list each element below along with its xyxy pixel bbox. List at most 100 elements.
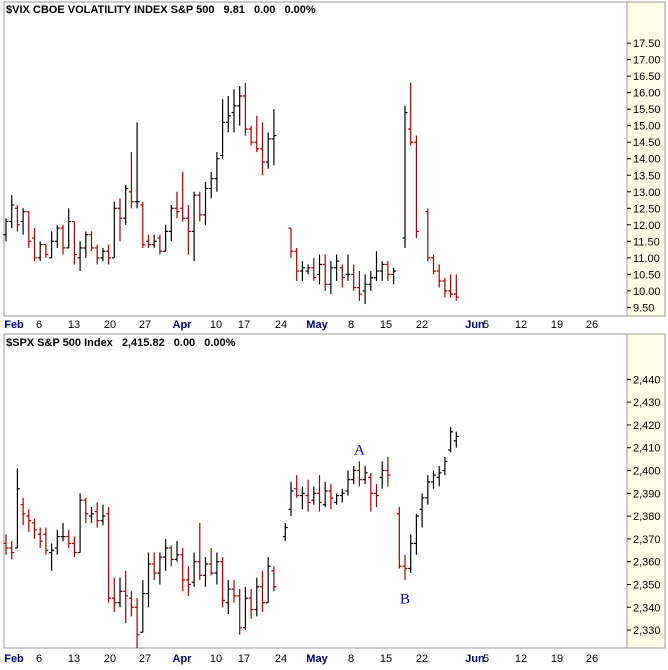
ohlc-bar — [60, 224, 66, 255]
ohlc-bar — [311, 257, 317, 281]
ohlc-bar — [288, 227, 294, 258]
y-tick-label: 2,370 — [633, 534, 661, 546]
ohlc-bar — [100, 504, 106, 526]
spx-title-change: 0.00 — [174, 337, 195, 349]
ohlc-bar — [362, 274, 368, 305]
ohlc-bar — [260, 122, 265, 176]
ohlc-bar — [305, 264, 311, 275]
ohlc-bar — [254, 577, 260, 617]
x-tick-label: 10 — [210, 319, 222, 331]
ohlc-bar — [185, 566, 191, 596]
y-tick-label: 14.00 — [633, 154, 661, 166]
ohlc-bar — [163, 224, 169, 252]
x-tick-label: 5 — [483, 319, 489, 331]
ohlc-bar — [225, 95, 231, 133]
ohlc-bar — [339, 264, 345, 288]
ohlc-bar — [248, 589, 254, 619]
ohlc-bar — [77, 241, 83, 272]
y-tick-label: 2,410 — [633, 443, 661, 455]
ohlc-bar — [265, 132, 271, 169]
x-tick-label: 19 — [551, 319, 563, 331]
vix-title-change: 0.00 — [254, 4, 275, 16]
ohlc-bar — [225, 579, 231, 615]
ohlc-bar — [436, 465, 442, 487]
ohlc-bar — [294, 475, 300, 498]
ohlc-bar — [385, 261, 391, 281]
vix-title-change-pct: 0.00% — [284, 4, 315, 16]
x-tick-label: 8 — [348, 653, 354, 665]
ohlc-bar — [151, 552, 157, 580]
ohlc-bar — [49, 543, 55, 571]
ohlc-bar — [260, 570, 265, 612]
spx-plot-area — [3, 333, 628, 649]
ohlc-bar — [220, 557, 226, 608]
y-tick-label: 13.50 — [633, 170, 661, 182]
ohlc-bar — [442, 456, 448, 476]
spx-bars — [3, 427, 459, 649]
ohlc-bar — [9, 541, 15, 560]
ohlc-bar — [106, 244, 112, 265]
ohlc-bar — [89, 231, 94, 252]
ohlc-bar — [242, 586, 248, 631]
ohlc-bar — [322, 254, 328, 291]
y-tick-label: 2,400 — [633, 466, 661, 478]
ohlc-bar — [242, 82, 248, 136]
ohlc-bar — [203, 181, 208, 225]
y-tick-label: 16.00 — [633, 88, 661, 100]
vix-y-axis-area — [626, 1, 666, 317]
x-tick-label: 13 — [68, 319, 80, 331]
ohlc-bar — [396, 506, 402, 569]
ohlc-bar — [26, 509, 32, 533]
ohlc-bar — [351, 264, 357, 291]
ohlc-bar — [368, 271, 374, 291]
ohlc-bar — [43, 527, 49, 555]
ohlc-bar — [425, 475, 431, 505]
ohlc-bar — [385, 456, 391, 487]
y-tick-label: 15.50 — [633, 104, 661, 116]
ohlc-bar — [180, 548, 186, 592]
ohlc-bar — [20, 497, 26, 526]
vix-title: $VIX CBOE VOLATILITY INDEX S&P 500 9.81 … — [6, 4, 316, 16]
ohlc-bar — [345, 470, 351, 496]
y-tick-label: 2,360 — [633, 557, 661, 569]
ohlc-bar — [100, 247, 106, 262]
x-tick-label: 17 — [238, 653, 250, 665]
spx-title-name: $SPX S&P 500 Index — [6, 337, 114, 349]
ohlc-bar — [83, 231, 89, 258]
ohlc-bar — [134, 598, 140, 649]
ohlc-bar — [174, 191, 180, 219]
annotation-label: B — [400, 591, 410, 607]
ohlc-bar — [328, 261, 334, 295]
ohlc-bar — [49, 231, 55, 259]
ohlc-bar — [197, 191, 203, 222]
x-tick-label: Feb — [4, 653, 24, 665]
ohlc-bar — [54, 224, 60, 248]
ohlc-bar — [237, 589, 243, 635]
x-tick-label: May — [306, 319, 328, 331]
x-tick-label: 26 — [586, 653, 598, 665]
ohlc-bar — [66, 529, 72, 548]
ohlc-bar — [374, 251, 379, 281]
x-tick-label: 17 — [238, 319, 250, 331]
spx-y-axis-area — [626, 333, 666, 649]
x-tick-label: Jun — [465, 319, 485, 331]
ohlc-bar — [94, 244, 100, 265]
y-tick-label: 12.50 — [633, 203, 661, 215]
vix-y-ticks: 9.50 10.00 10.50 11.00 11.50 12.00 12.50 13.00 1… — [627, 38, 661, 314]
ohlc-bar — [32, 228, 37, 262]
ohlc-bar — [168, 204, 174, 242]
y-tick-label: 2,420 — [633, 420, 661, 432]
x-tick-label: 24 — [275, 319, 287, 331]
ohlc-bar — [322, 481, 328, 507]
ohlc-bar — [402, 105, 408, 248]
ohlc-bar — [54, 529, 60, 555]
x-tick-label: 6 — [36, 319, 42, 331]
ohlc-bar — [180, 171, 186, 222]
annotation-label: A — [354, 443, 365, 459]
y-tick-label: 12.00 — [633, 220, 661, 232]
ohlc-bar — [299, 261, 305, 281]
ohlc-bar — [123, 185, 129, 225]
ohlc-bar — [174, 541, 180, 562]
ohlc-bar — [157, 234, 163, 255]
